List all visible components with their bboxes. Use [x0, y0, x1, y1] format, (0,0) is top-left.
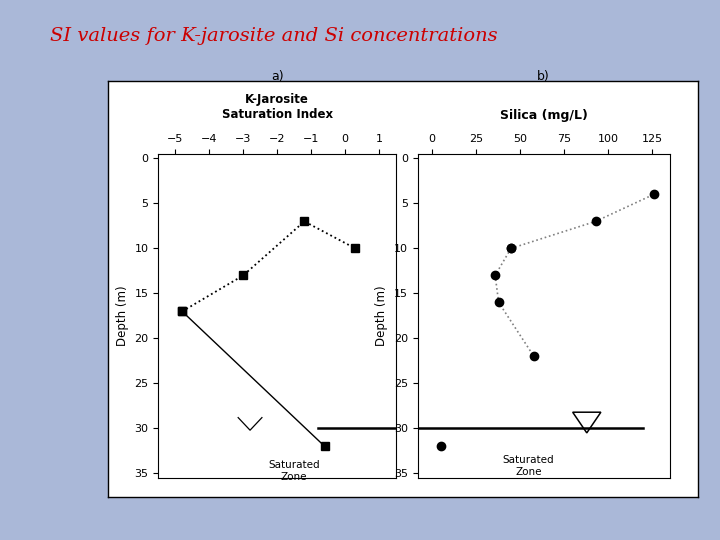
Text: Silica (mg/L): Silica (mg/L): [500, 109, 588, 122]
Text: b): b): [537, 70, 550, 83]
Y-axis label: Depth (m): Depth (m): [116, 286, 129, 346]
Text: Saturated
Zone: Saturated Zone: [269, 460, 320, 482]
Text: a): a): [271, 70, 284, 83]
Y-axis label: Depth (m): Depth (m): [375, 286, 388, 346]
Text: Saturated
Zone: Saturated Zone: [503, 455, 554, 477]
Text: SI values for K-jarosite and Si concentrations: SI values for K-jarosite and Si concentr…: [50, 27, 498, 45]
Text: K-Jarosite
Saturation Index: K-Jarosite Saturation Index: [222, 93, 333, 122]
